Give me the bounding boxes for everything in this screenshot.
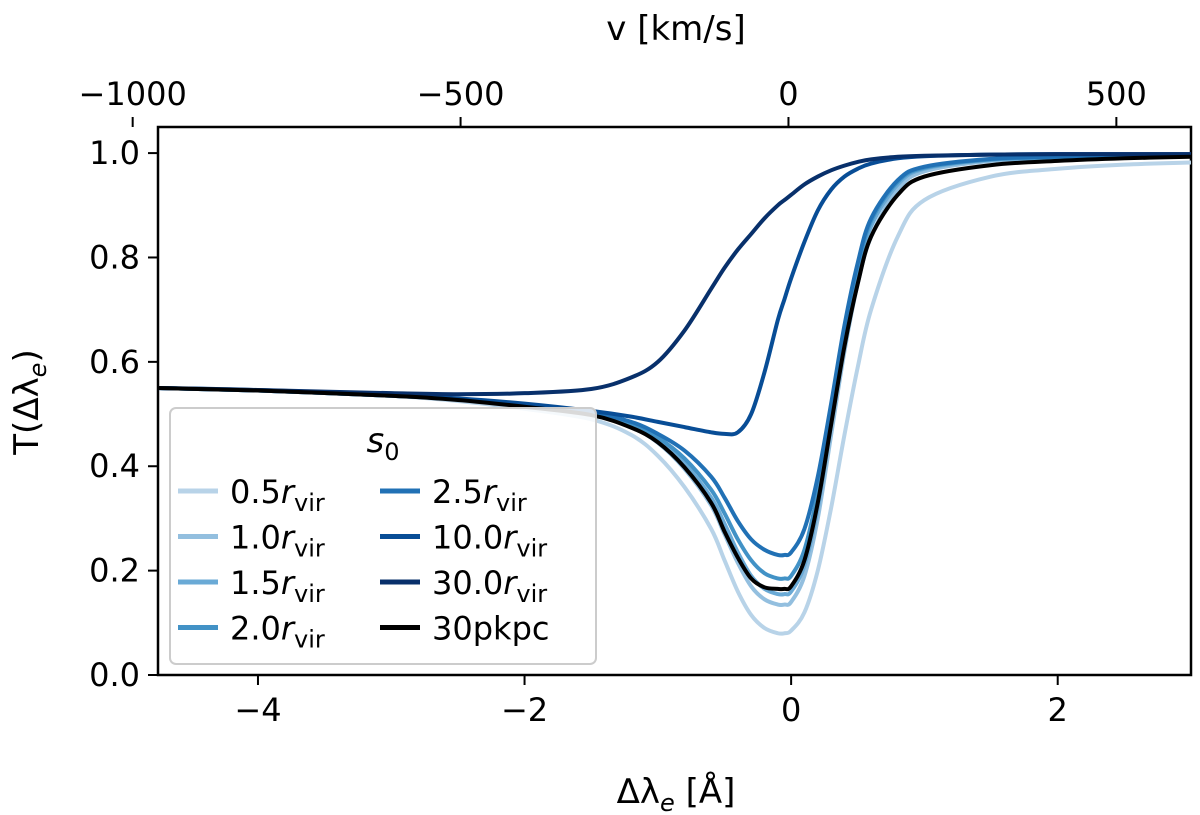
legend: s0 0.5rvir1.0rvir1.5rvir2.0rvir2.5rvir10…: [169, 407, 597, 665]
legend-label-2_0: 2.0rvir: [230, 610, 325, 654]
x-axis-label: Δλe [Å]: [617, 771, 736, 815]
left-y-axis: 0.0 0.2 0.4 0.6 0.8 1.0: [89, 134, 158, 694]
legend-label-symbol: r: [281, 473, 296, 511]
top-x-tick-label: −1000: [79, 75, 187, 113]
legend-label-value: 2.5: [432, 473, 483, 511]
y-axis-label-suffix: ): [7, 349, 47, 362]
legend-label-value: 10.0: [432, 519, 503, 557]
legend-label-symbol: r: [503, 519, 518, 557]
legend-label-symbol: r: [503, 564, 518, 602]
x-axis-label-unit: [Å]: [675, 771, 736, 812]
top-x-tick-label: 500: [1086, 75, 1147, 113]
legend-label-30_0: 30.0rvir: [432, 564, 547, 608]
legend-label-1_5: 1.5rvir: [230, 564, 325, 608]
legend-label-sub: vir: [516, 535, 547, 563]
legend-label-symbol: r: [281, 564, 296, 602]
legend-label-sub: vir: [496, 489, 527, 517]
legend-label-sub: vir: [294, 580, 325, 608]
legend-label-sub: vir: [294, 626, 325, 654]
top-x-axis-label: v [km/s]: [606, 9, 745, 49]
x-tick-label: 2: [1048, 691, 1068, 729]
legend-label-sub: vir: [516, 580, 547, 608]
legend-label-value: 30pkpc: [432, 610, 549, 648]
y-axis-label: T(Δλe): [7, 349, 52, 455]
legend-label-value: 1.5: [230, 564, 281, 602]
top-x-axis: −1000 −500 0 500: [79, 75, 1147, 127]
legend-label-0_5: 0.5rvir: [230, 473, 325, 517]
y-axis-label-prefix: T(Δλ: [7, 377, 47, 455]
x-axis-label-main: Δλ: [617, 772, 660, 812]
legend-label-symbol: r: [281, 519, 296, 557]
series-line-30_0: [158, 152, 1191, 397]
legend-label-symbol: r: [281, 610, 296, 648]
legend-label-symbol: r: [483, 473, 498, 511]
legend-label-value: 2.0: [230, 610, 281, 648]
y-tick-label: 0.0: [89, 656, 140, 694]
y-tick-label: 1.0: [89, 134, 140, 172]
legend-label-value: 0.5: [230, 473, 281, 511]
series-line-30pkpc: [158, 154, 1191, 592]
legend-label-value: 30.0: [432, 564, 503, 602]
y-tick-label: 0.8: [89, 238, 140, 276]
legend-title-main: s: [367, 421, 385, 461]
y-tick-label: 0.6: [89, 343, 140, 381]
bottom-x-axis: −4 −2 0 2: [234, 675, 1068, 729]
x-tick-label: 0: [781, 691, 801, 729]
legend-label-2_5: 2.5rvir: [432, 473, 527, 517]
y-tick-label: 0.4: [89, 447, 140, 485]
legend-label-sub: vir: [294, 489, 325, 517]
x-axis-label-sub: e: [660, 789, 675, 815]
x-tick-label: −2: [501, 691, 548, 729]
top-x-tick-label: 0: [778, 75, 798, 113]
legend-title: s0: [367, 421, 400, 466]
legend-label-30pkpc: 30pkpc: [432, 610, 549, 648]
y-tick-label: 0.2: [89, 552, 140, 590]
x-tick-label: −4: [234, 691, 281, 729]
legend-label-value: 1.0: [230, 519, 281, 557]
top-x-tick-label: −500: [417, 75, 505, 113]
legend-label-1_0: 1.0rvir: [230, 519, 325, 563]
y-axis-label-sub: e: [24, 363, 52, 378]
legend-entries: 0.5rvir1.0rvir1.5rvir2.0rvir2.5rvir10.0r…: [178, 473, 549, 654]
legend-label-sub: vir: [294, 535, 325, 563]
legend-title-sub: 0: [384, 438, 399, 466]
legend-label-10_0: 10.0rvir: [432, 519, 547, 563]
